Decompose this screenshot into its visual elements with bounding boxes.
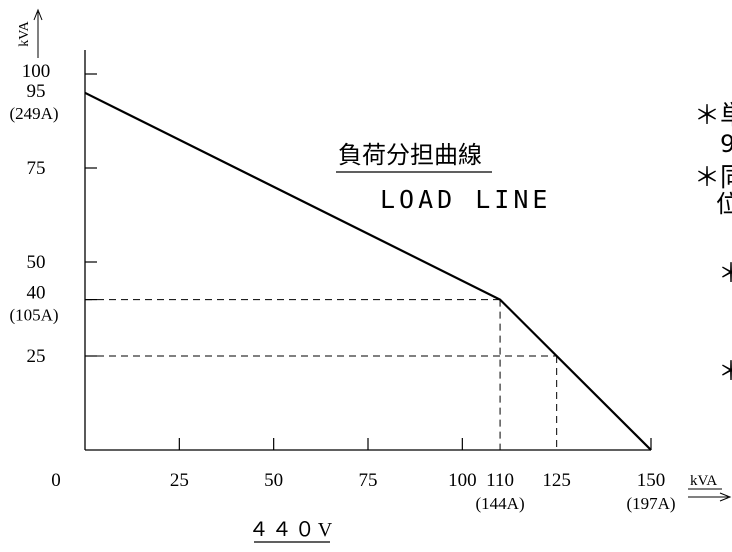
y-tick-label: 50	[27, 252, 46, 273]
side-note: ＊	[718, 259, 732, 289]
ticks: 0 25 50 75 100 110 (144A) 125 150 (197A) 25 40 (105A…	[9, 61, 675, 513]
y-tick-label: 75	[27, 158, 46, 179]
x-tick-label: 110	[486, 470, 514, 491]
y-tick-label: 100	[22, 61, 51, 82]
axes	[33, 8, 732, 502]
voltage-label: ４４０V	[249, 519, 335, 541]
x-axis-label: kVA	[690, 473, 717, 489]
side-note: ＊単	[694, 101, 732, 131]
y-tick-sublabel: (249A)	[9, 104, 58, 123]
y-tick-sublabel: (105A)	[9, 306, 58, 325]
x-tick-label: 0	[51, 470, 61, 491]
y-axis-label: kVA	[17, 20, 32, 46]
y-tick-label: 40	[27, 283, 46, 304]
series	[84, 91, 652, 451]
x-tick-sublabel: (197A)	[626, 494, 675, 513]
y-tick-label: 95	[27, 81, 46, 102]
side-note: 位	[716, 190, 732, 218]
y-tick-label: 25	[27, 346, 46, 367]
side-notes: ＊単 9 ＊同 位 ＊ ＊	[694, 101, 732, 387]
x-tick-label: 100	[448, 470, 477, 491]
side-note: ＊	[718, 357, 732, 387]
side-note: ＊同	[694, 163, 732, 193]
y-label-arrow-head	[33, 8, 43, 21]
x-tick-sublabel: (144A)	[476, 494, 525, 513]
x-tick-label: 25	[170, 470, 189, 491]
chart-title: 負荷分担曲線	[338, 141, 482, 169]
x-label-arrow-head	[719, 492, 732, 502]
side-note: 9	[720, 130, 732, 158]
load-line-series	[84, 91, 652, 451]
chart-subtitle: LOAD LINE	[380, 185, 551, 214]
x-tick-label: 75	[359, 470, 378, 491]
x-tick-label: 50	[264, 470, 283, 491]
reference-lines	[85, 299, 558, 450]
x-tick-label: 125	[542, 470, 571, 491]
x-tick-label: 150	[637, 470, 666, 491]
